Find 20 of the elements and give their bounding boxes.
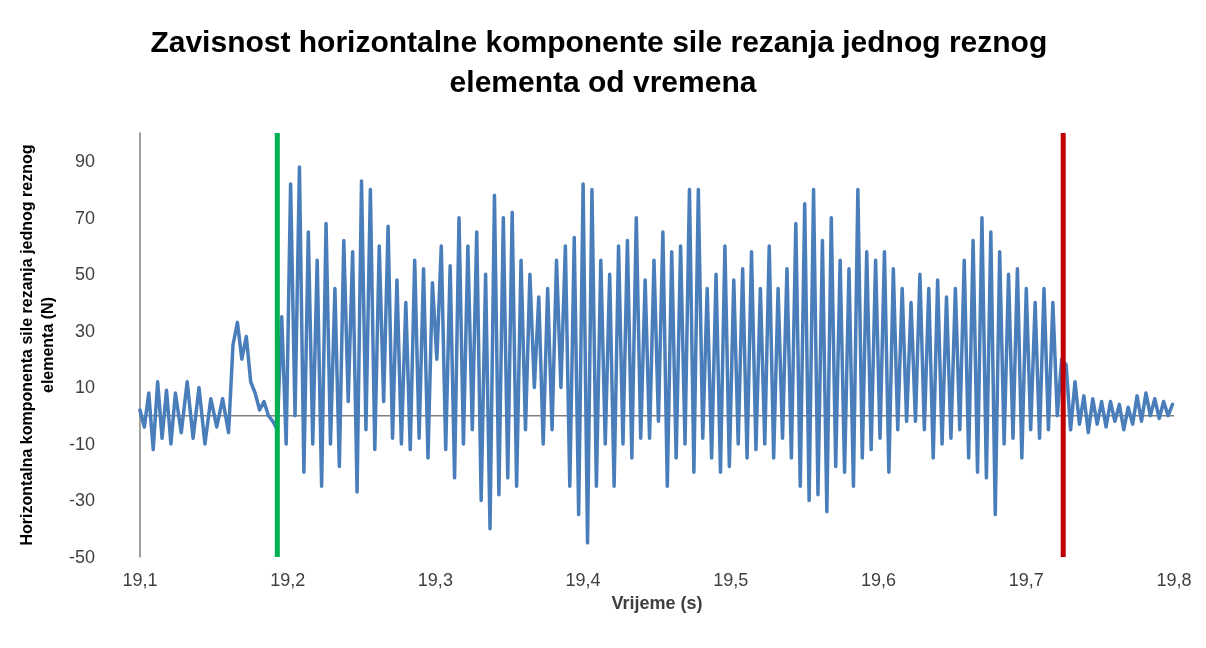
x-tick-label: 19,3 <box>417 570 453 590</box>
y-tick-label: -50 <box>68 547 95 567</box>
x-tick-label: 19,7 <box>1008 570 1044 590</box>
x-tick-label: 19,6 <box>861 570 897 590</box>
x-tick-label: 19,2 <box>270 570 306 590</box>
x-tick-label: 19,4 <box>565 570 601 590</box>
chart-title: Zavisnost horizontalne komponente sile rezanja jednog reznog elementa od vremena <box>150 24 1056 98</box>
y-tick-label: 90 <box>74 151 95 172</box>
line-series <box>138 165 1175 545</box>
x-tick-label: 19,1 <box>122 570 158 590</box>
y-tick-label: -10 <box>68 433 95 454</box>
y-tick-label: -30 <box>68 490 95 511</box>
y-tick-label: 70 <box>74 207 95 228</box>
y-axis-title: Horizontalna komponenta sile rezanja jednog reznog elementa (N) <box>18 144 56 546</box>
x-tick-label: 19,5 <box>713 570 749 590</box>
y-tick-label: 30 <box>74 320 95 341</box>
y-tick-label: 50 <box>74 264 95 285</box>
y-tick-label: 10 <box>74 377 95 398</box>
x-axis-title: Vrijeme (s) <box>611 592 703 613</box>
x-tick-label: 19,8 <box>1156 570 1192 590</box>
